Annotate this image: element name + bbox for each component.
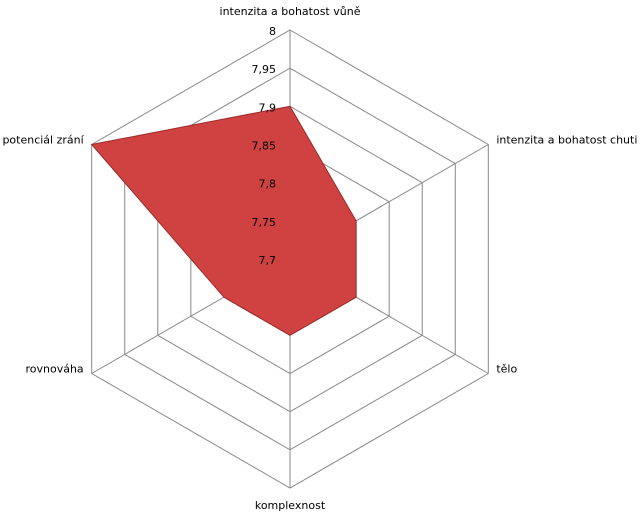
tick-label: 7,7 xyxy=(259,254,277,267)
tick-label: 7,9 xyxy=(259,101,277,114)
tick-label: 8 xyxy=(269,25,276,38)
radar-area xyxy=(90,105,357,336)
category-label: komplexnost xyxy=(255,499,326,512)
category-label: potenciál zrání xyxy=(2,134,84,147)
category-label: rovnováha xyxy=(25,363,83,376)
tick-label: 7,8 xyxy=(259,178,277,191)
category-label: tělo xyxy=(496,363,517,376)
tick-label: 7,95 xyxy=(252,63,277,76)
tick-label: 7,75 xyxy=(252,216,277,229)
category-label: intenzita a bohatost vůně xyxy=(220,5,361,18)
category-label: intenzita a bohatost chuti xyxy=(496,134,637,147)
tick-label: 7,85 xyxy=(252,140,277,153)
